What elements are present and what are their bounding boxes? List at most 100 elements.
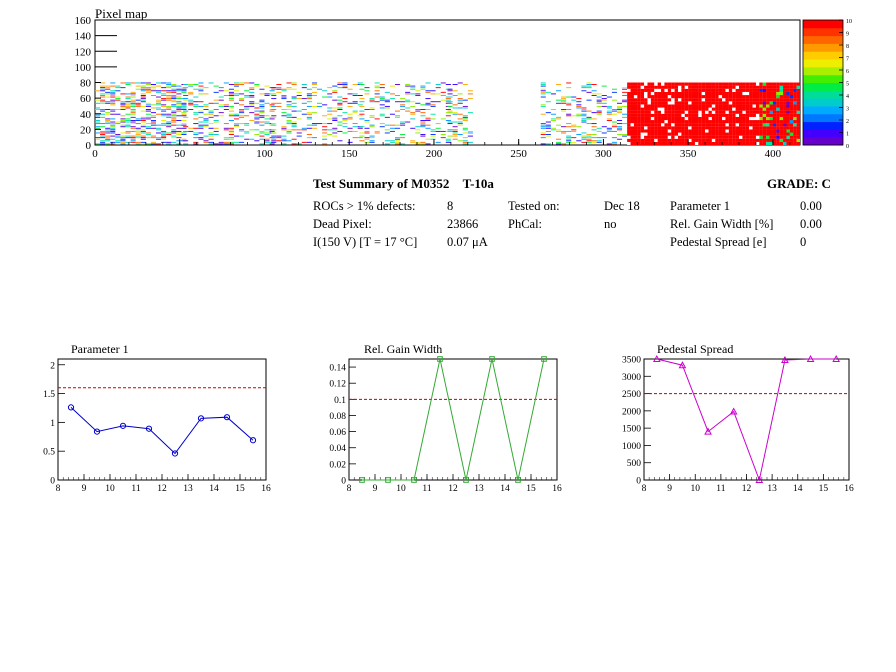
pixel-cell: [384, 124, 390, 126]
pixel-cell: [606, 118, 612, 120]
pixel-cell: [728, 123, 733, 127]
pixel-cell: [301, 141, 307, 143]
pixel-cell: [125, 102, 131, 104]
pixel-cell: [166, 109, 172, 110]
pixel-cell: [332, 118, 338, 120]
pixel-cell: [611, 124, 617, 126]
pixel-cell: [161, 123, 167, 125]
pixel-cell: [749, 132, 753, 136]
pixel-cell: [249, 112, 255, 114]
pixel-cell: [276, 102, 282, 104]
pixel-cell: [306, 95, 312, 96]
pixel-cell: [779, 110, 784, 114]
pixel-cell: [306, 98, 312, 100]
data-point: [704, 427, 712, 435]
pixel-cell: [332, 110, 338, 112]
pixel-cell: [150, 121, 157, 123]
pixel-cell: [150, 127, 157, 129]
pixel-cell: [647, 91, 651, 96]
pixel-cell: [722, 135, 726, 139]
pixel-cell: [332, 90, 338, 92]
pixel-cell: [203, 118, 209, 120]
pixel-cell: [755, 101, 760, 105]
x-tick-label: 15: [235, 484, 245, 494]
pixel-cell: [161, 98, 167, 100]
pixel-cell: [259, 132, 265, 134]
pixel-cell: [145, 102, 151, 104]
pixel-cell: [228, 134, 234, 135]
pixel-cell: [337, 130, 343, 132]
pixel-cell: [420, 115, 426, 117]
pixel-cell: [120, 102, 126, 104]
pixel-cell: [586, 87, 592, 89]
pixel-cell: [430, 105, 436, 107]
pixel-cell: [228, 95, 234, 96]
pixel-cell: [644, 98, 648, 102]
pixel-cell: [203, 126, 209, 128]
pixel-cell: [671, 138, 675, 142]
pixel-cell: [749, 141, 753, 145]
pixel-cell: [352, 102, 358, 104]
pixel-cell: [150, 120, 157, 121]
pixel-cell: [193, 123, 199, 125]
pixel-cell: [110, 93, 116, 95]
pixel-cell: [755, 141, 760, 145]
pixel-cell: [259, 121, 265, 123]
pixel-cell: [291, 121, 297, 123]
pixel-cell: [198, 88, 204, 90]
pixel-cell: [452, 95, 458, 96]
pixel-cell: [198, 85, 204, 87]
pixel-cell: [647, 82, 651, 86]
pixel-cell: [327, 93, 333, 95]
pixel-cell: [749, 107, 753, 111]
pixel-cell: [115, 137, 121, 139]
pixel-cell: [637, 132, 641, 136]
pixel-cell: [389, 140, 395, 142]
pixel-cell: [647, 135, 651, 139]
pixel-cell: [766, 138, 770, 142]
pixel-cell: [601, 99, 607, 101]
pixel-cell: [616, 134, 623, 135]
pixel-cell: [181, 102, 187, 104]
pixel-cell: [110, 126, 116, 128]
pixel-cell: [688, 113, 692, 117]
pixel-cell: [640, 123, 645, 127]
pixel-cell: [644, 113, 648, 117]
pixel-cell: [640, 132, 645, 136]
pixel-cell: [769, 88, 773, 92]
pixel-cell: [176, 101, 182, 103]
y-tick-label: 0.14: [329, 364, 346, 374]
pixel-cell: [188, 130, 194, 132]
pixel-cell: [667, 126, 672, 130]
pixel-cell: [445, 141, 451, 143]
pixel-cell: [193, 132, 199, 134]
pixel-cell: [100, 134, 106, 135]
pixel-cell: [394, 137, 401, 139]
pixel-cell: [233, 84, 240, 85]
pixel-cell: [410, 88, 416, 90]
pixel-cell: [633, 120, 638, 124]
pixel-cell: [130, 121, 136, 123]
pixel-cell: [322, 115, 328, 117]
pixel-cell: [725, 141, 729, 145]
pixel-cell: [581, 121, 587, 123]
pixel-cell: [218, 87, 224, 89]
pixel-cell: [691, 141, 696, 145]
pixel-cell: [711, 120, 716, 124]
pixel-cell: [622, 116, 628, 118]
pixel-cell: [759, 91, 763, 96]
pixel-cell: [591, 134, 597, 135]
pixel-cell: [708, 129, 712, 133]
pixel-cell: [239, 93, 245, 95]
pixel-cell: [379, 96, 385, 98]
pixel-cell: [425, 104, 431, 106]
x-tick-label: 100: [256, 148, 273, 160]
pixel-cell: [667, 107, 672, 111]
pixel-cell: [171, 104, 177, 106]
pixel-cell: [228, 99, 234, 101]
pixel-cell: [394, 101, 401, 103]
data-point: [385, 477, 391, 483]
pixel-cell: [637, 126, 641, 130]
chart-title: Pedestal Spread: [657, 342, 733, 356]
